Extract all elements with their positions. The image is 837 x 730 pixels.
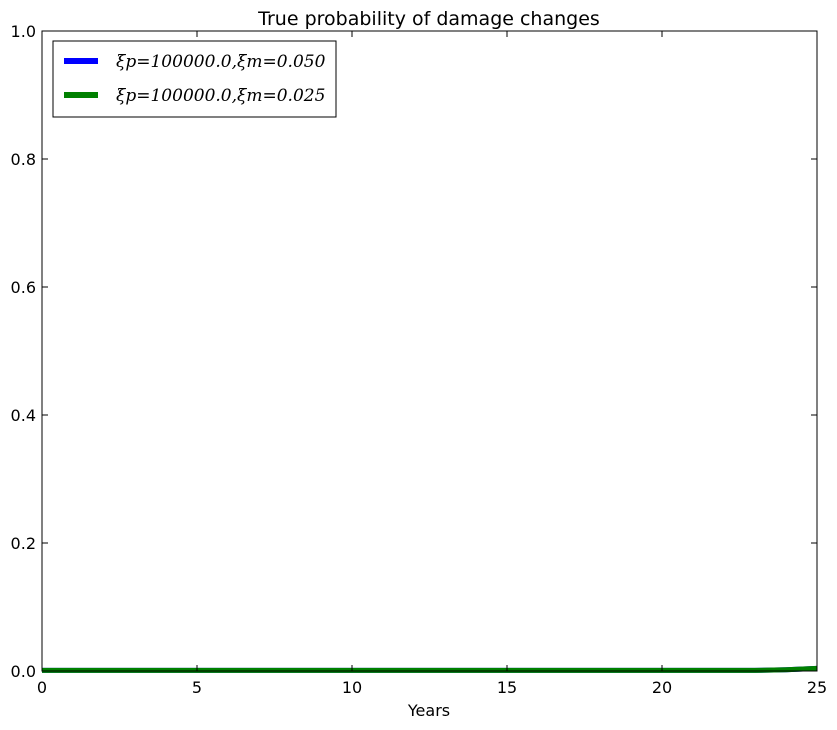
x-tick-label: 0 bbox=[37, 678, 47, 697]
x-axis-label: Years bbox=[407, 701, 450, 720]
series-line-2 bbox=[42, 665, 818, 673]
x-tick-label: 10 bbox=[342, 678, 362, 697]
legend: ξp=100000.0,ξm=0.050 ξp=100000.0,ξm=0.025 bbox=[52, 40, 337, 118]
x-tick-label: 25 bbox=[807, 678, 827, 697]
chart-title: True probability of damage changes bbox=[257, 8, 600, 30]
plot-area bbox=[42, 665, 818, 673]
plot-frame bbox=[41, 30, 818, 672]
x-tick-label: 5 bbox=[192, 678, 202, 697]
legend-box bbox=[52, 40, 337, 118]
legend-label-1: ξp=100000.0,ξm=0.050 bbox=[116, 52, 326, 72]
y-tick-label: 0.4 bbox=[11, 406, 36, 425]
y-tick-label: 0.2 bbox=[11, 534, 36, 553]
axis-ticks: 0 5 10 15 20 25 0.0 0.2 0.4 0.6 0.8 1.0 bbox=[11, 22, 828, 697]
y-tick-label: 1.0 bbox=[11, 22, 36, 41]
x-tick-label: 15 bbox=[497, 678, 517, 697]
x-tick-label: 20 bbox=[652, 678, 672, 697]
y-tick-label: 0.0 bbox=[11, 662, 36, 681]
legend-label-2: ξp=100000.0,ξm=0.025 bbox=[116, 86, 325, 106]
y-tick-label: 0.8 bbox=[11, 150, 36, 169]
y-tick-label: 0.6 bbox=[11, 278, 36, 297]
